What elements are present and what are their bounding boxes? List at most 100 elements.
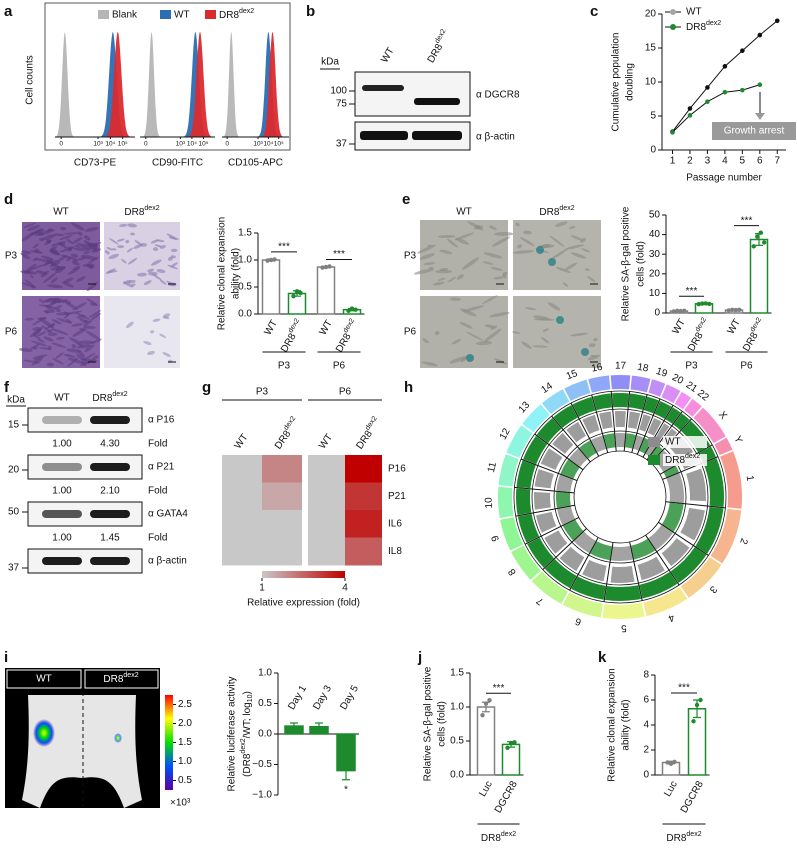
cell: [483, 328, 502, 343]
y-tick-label: 5: [650, 111, 656, 122]
cell: [154, 244, 162, 248]
text-part: DR8: [279, 331, 299, 354]
histogram: [222, 32, 246, 137]
x-axis-label: CD90-FITC: [152, 158, 203, 169]
x-tick-label: 4: [722, 156, 728, 167]
cell: [460, 308, 477, 317]
significance: ***: [493, 683, 505, 694]
cell: [482, 295, 498, 304]
band: [90, 463, 130, 471]
boundary: [642, 404, 674, 458]
point: [670, 130, 675, 135]
cell: [422, 338, 430, 344]
legend-label: WT: [686, 7, 702, 18]
chromosome-label: 10: [484, 497, 496, 509]
chromosome: [674, 391, 692, 410]
significance: ***: [741, 215, 753, 226]
marker-label: 50: [8, 507, 20, 518]
track-green: [517, 513, 540, 543]
histogram: [140, 32, 168, 137]
point: [696, 301, 701, 307]
cell: [581, 248, 591, 253]
unit-label: kDa: [321, 57, 339, 68]
text-part: dex2: [559, 205, 574, 212]
point: [722, 64, 728, 69]
boundary: [551, 415, 591, 463]
cell: [74, 244, 81, 248]
point: [758, 230, 763, 235]
text-part: dex2: [685, 453, 700, 460]
chromosome-label: 16: [591, 362, 604, 375]
antibody-label: α P16: [148, 415, 175, 426]
heat-cell: [262, 510, 302, 538]
cell: [42, 272, 57, 284]
cell: [79, 327, 87, 331]
point: [757, 82, 763, 88]
boundary: [520, 458, 578, 482]
panel-label: h: [404, 379, 413, 396]
text-part: DR8: [425, 42, 445, 65]
cell: [117, 245, 125, 249]
cell: [52, 357, 64, 365]
x-tick-label: 0: [144, 141, 148, 148]
cell: [88, 310, 101, 318]
cell: [92, 355, 99, 361]
y-tick-label: 1.0: [238, 255, 252, 266]
x-tick-label: 6: [757, 156, 763, 167]
cell: [565, 244, 585, 250]
cell: [143, 340, 152, 346]
boundary: [534, 433, 584, 471]
y-axis-label: ability (fold): [621, 699, 632, 750]
point: [480, 712, 485, 718]
band: [42, 557, 82, 565]
cell: [147, 271, 158, 276]
cell: [56, 336, 65, 340]
row-label: IL8: [388, 546, 402, 557]
colorbar: [165, 695, 173, 790]
cell: [72, 328, 86, 337]
cell: [428, 266, 434, 270]
boundary: [524, 517, 580, 545]
track-inner: [624, 433, 636, 449]
legend-dot: [670, 24, 676, 30]
point: [327, 264, 332, 269]
point: [703, 301, 708, 306]
x-tick-label: Day 1: [286, 683, 309, 712]
track-inner: [579, 440, 597, 459]
cell: [79, 340, 95, 345]
track-green: [571, 576, 606, 600]
legend-swatch: [205, 10, 216, 19]
cell: [427, 244, 432, 247]
significance: *: [344, 784, 348, 795]
band: [360, 131, 408, 140]
panel-label: j: [417, 649, 422, 666]
heat-cell: [308, 482, 345, 511]
cell: [64, 232, 79, 235]
ring: [513, 390, 727, 604]
x-tick-label: 10⁵: [198, 141, 208, 148]
point: [705, 99, 710, 105]
header-box: [84, 669, 159, 689]
cell: [41, 298, 52, 304]
chromosome: [648, 379, 666, 397]
chromosome-label: 17: [615, 361, 627, 372]
cell: [584, 268, 590, 271]
point: [726, 308, 731, 313]
cell: [63, 314, 70, 319]
error-bar: [290, 722, 298, 730]
point: [762, 240, 767, 245]
chromosome: [588, 375, 611, 393]
text-part: dex2: [365, 415, 380, 432]
cell: [166, 233, 177, 240]
chromosome: [498, 486, 514, 519]
track-inner: [590, 435, 607, 453]
cell: [63, 311, 70, 316]
track-gray: [582, 559, 607, 582]
cell: [41, 234, 57, 241]
boundary: [515, 504, 575, 517]
chromosome: [564, 379, 591, 401]
cell: [587, 354, 600, 361]
cell: [437, 277, 446, 281]
chromosome-label: 6: [574, 615, 583, 627]
cell: [38, 237, 45, 242]
